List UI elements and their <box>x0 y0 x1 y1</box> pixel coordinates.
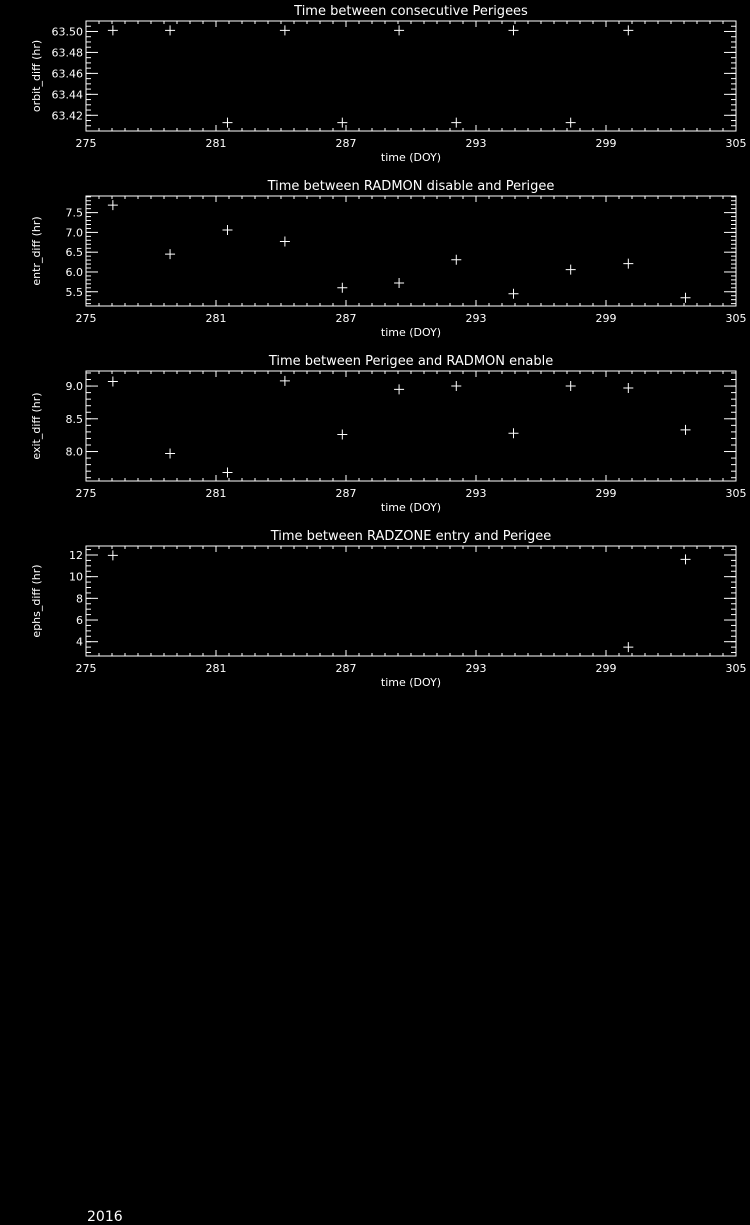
plot-frame <box>85 370 737 482</box>
panel-2: Time between RADMON disable and Perigee t… <box>30 179 747 339</box>
data-point <box>222 467 233 478</box>
x-tick-label: 299 <box>596 137 617 150</box>
y-tick-label: 8 <box>76 592 83 605</box>
y-tick-label: 5.5 <box>66 286 84 299</box>
y-tick-label: 6 <box>76 614 83 627</box>
y-tick-label: 63.44 <box>52 88 84 101</box>
data-point <box>165 448 176 459</box>
data-point <box>565 117 576 128</box>
x-axis-label: time (DOY) <box>381 326 441 339</box>
data-point <box>508 428 519 439</box>
x-tick-label: 287 <box>336 312 357 325</box>
x-tick-label: 299 <box>596 487 617 500</box>
data-point <box>107 376 118 387</box>
y-tick-label: 7.0 <box>66 226 84 239</box>
y-tick-label: 6.5 <box>66 246 84 259</box>
y-tick-label: 63.42 <box>52 109 84 122</box>
data-point <box>451 117 462 128</box>
x-tick-label: 305 <box>726 137 747 150</box>
x-tick-label: 281 <box>206 137 227 150</box>
data-point <box>279 236 290 247</box>
x-tick-label: 293 <box>466 662 487 675</box>
panel-3: Time between Perigee and RADMON enable ti… <box>30 354 747 514</box>
y-tick-label: 8.5 <box>66 413 84 426</box>
x-axis-label: time (DOY) <box>381 151 441 164</box>
x-tick-label: 293 <box>466 487 487 500</box>
data-point <box>680 424 691 435</box>
data-point <box>623 383 634 394</box>
x-tick-label: 287 <box>336 662 357 675</box>
x-tick-label: 287 <box>336 487 357 500</box>
data-point <box>623 25 634 36</box>
data-point <box>107 200 118 211</box>
y-tick-label: 63.50 <box>52 25 84 38</box>
data-point <box>337 429 348 440</box>
data-point <box>337 282 348 293</box>
plot-frame <box>85 195 737 307</box>
y-axis-label: ephs_diff (hr) <box>30 564 43 637</box>
data-point <box>623 258 634 269</box>
x-axis-label: time (DOY) <box>381 676 441 689</box>
x-axis-label: time (DOY) <box>381 501 441 514</box>
y-tick-label: 8.0 <box>66 446 84 459</box>
y-tick-label: 9.0 <box>66 380 84 393</box>
data-point <box>680 554 691 565</box>
year-label: 2016 <box>87 1209 123 1225</box>
data-point <box>394 25 405 36</box>
data-point <box>508 25 519 36</box>
chart-title: Time between RADMON disable and Perigee <box>267 179 555 194</box>
y-tick-label: 63.48 <box>52 46 84 59</box>
data-point <box>451 254 462 265</box>
data-point <box>107 550 118 561</box>
x-tick-label: 299 <box>596 312 617 325</box>
y-tick-label: 4 <box>76 636 83 649</box>
x-tick-label: 287 <box>336 137 357 150</box>
x-tick-label: 275 <box>76 137 97 150</box>
y-axis-label: orbit_diff (hr) <box>30 40 43 112</box>
data-point <box>279 25 290 36</box>
x-tick-label: 305 <box>726 662 747 675</box>
y-tick-label: 10 <box>69 571 83 584</box>
data-point <box>394 278 405 289</box>
y-tick-label: 12 <box>69 549 83 562</box>
data-point <box>337 117 348 128</box>
data-point <box>165 249 176 260</box>
plot-frame <box>85 20 737 132</box>
y-tick-label: 6.0 <box>66 266 84 279</box>
data-point <box>565 381 576 392</box>
y-axis-label: entr_diff (hr) <box>30 216 43 285</box>
x-tick-label: 281 <box>206 487 227 500</box>
chart-title: Time between RADZONE entry and Perigee <box>270 529 552 544</box>
y-axis-label: exit_diff (hr) <box>30 392 43 459</box>
data-point <box>680 292 691 303</box>
x-tick-label: 281 <box>206 312 227 325</box>
data-point <box>222 117 233 128</box>
chart-title: Time between Perigee and RADMON enable <box>268 354 553 369</box>
data-point <box>508 288 519 299</box>
x-tick-label: 281 <box>206 662 227 675</box>
y-tick-label: 7.5 <box>66 207 84 220</box>
data-point <box>394 384 405 395</box>
data-point <box>623 642 634 653</box>
x-tick-label: 299 <box>596 662 617 675</box>
x-tick-label: 293 <box>466 312 487 325</box>
x-tick-label: 275 <box>76 662 97 675</box>
data-point <box>165 25 176 36</box>
panel-1: Time between consecutive Perigees time (D… <box>30 4 747 164</box>
x-tick-label: 305 <box>726 487 747 500</box>
x-tick-label: 305 <box>726 312 747 325</box>
data-point <box>451 381 462 392</box>
data-point <box>565 264 576 275</box>
x-tick-label: 275 <box>76 487 97 500</box>
x-tick-label: 275 <box>76 312 97 325</box>
x-tick-label: 293 <box>466 137 487 150</box>
y-tick-label: 63.46 <box>52 67 84 80</box>
data-point <box>279 375 290 386</box>
panel-4: Time between RADZONE entry and Perigee ti… <box>30 529 747 689</box>
data-point <box>107 25 118 36</box>
plot-frame <box>85 545 737 657</box>
data-point <box>222 225 233 236</box>
chart-title: Time between consecutive Perigees <box>293 4 528 19</box>
